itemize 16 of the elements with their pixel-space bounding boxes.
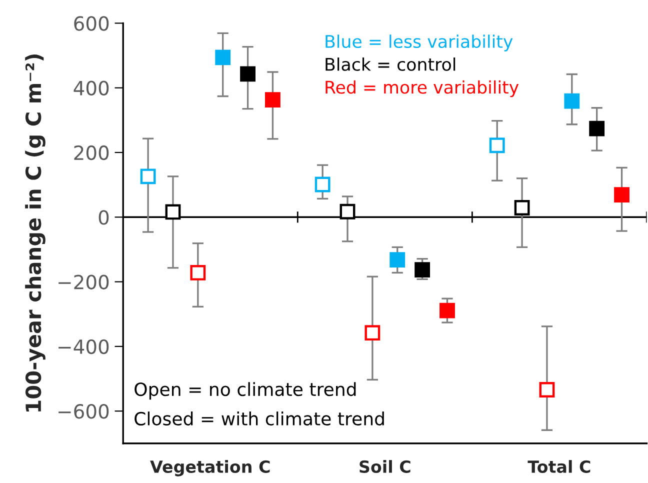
y-tick-label: 400 (74, 80, 109, 96)
text: Black = control (326, 57, 456, 71)
y-tick-label: −600 (58, 404, 109, 419)
text: Blue = less variability (326, 34, 513, 52)
y-tick-label: 0 (98, 210, 109, 225)
y-tick-label: 200 (74, 145, 109, 160)
x-tick-label: Total C (528, 460, 590, 473)
annotation: Closed = with climate trend (134, 412, 384, 426)
y-axis-title: 100-year change in C (g C m⁻²) (25, 54, 46, 412)
x-tick-label: Soil C (360, 460, 410, 473)
text: Red = more variability (326, 80, 519, 98)
y-tick-label: 600 (74, 16, 109, 31)
x-tick-label: Vegetation C (150, 460, 270, 476)
y-tick-label: −200 (58, 274, 109, 290)
annotation: Open = no climate trend (134, 382, 356, 400)
y-tick-label: −400 (58, 339, 109, 354)
